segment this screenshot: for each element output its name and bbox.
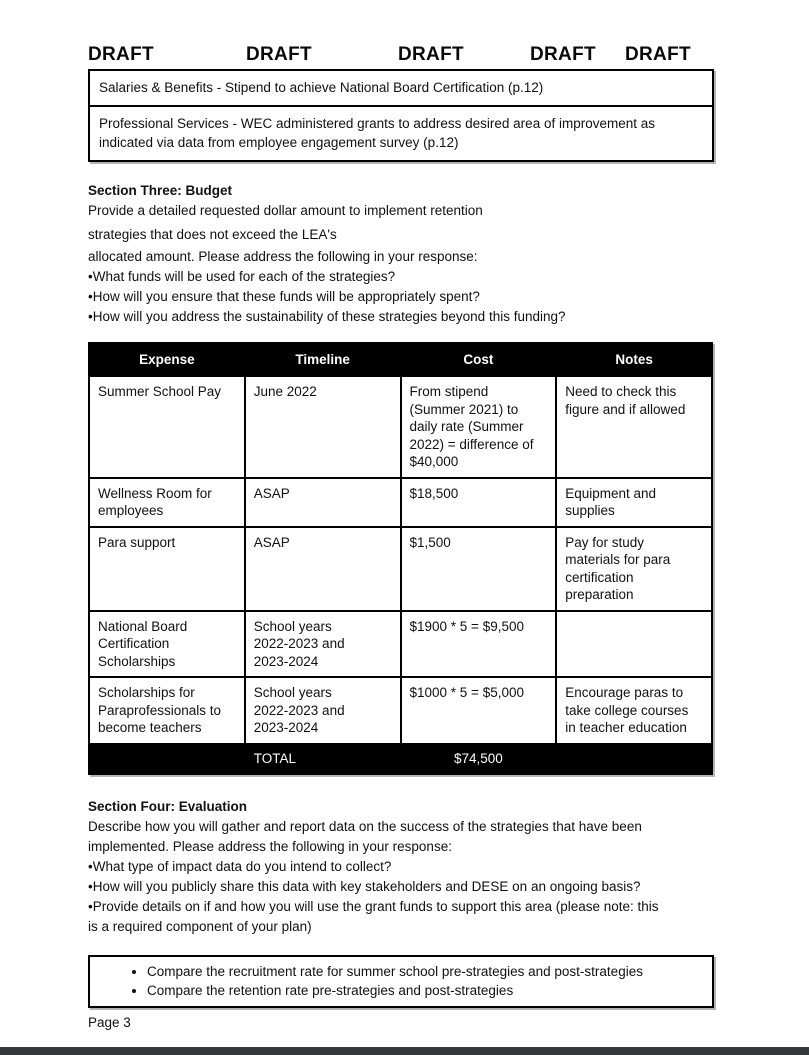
cell-timeline: ASAP — [243, 525, 402, 612]
section-four-line: is a required component of your plan) — [88, 918, 312, 934]
column-header-cost: Cost — [399, 342, 558, 377]
draft-label: DRAFT — [88, 44, 154, 65]
cell-notes: Pay for study materials for para certifi… — [555, 525, 713, 612]
draft-label: DRAFT — [530, 44, 596, 65]
section-four-evaluation: Section Four: Evaluation Describe how yo… — [88, 797, 714, 937]
section-three-bullet: •What funds will be used for each of the… — [88, 269, 396, 284]
strategy-item-salaries-benefits: Salaries & Benefits - Stipend to achieve… — [99, 80, 544, 95]
cell-cost: From stipend (Summer 2021) to daily rate… — [399, 375, 558, 479]
cell-expense: National Board Certification Scholarship… — [88, 609, 246, 678]
column-header-notes: Notes — [555, 342, 713, 377]
section-three-line: strategies that does not exceed the LEA'… — [88, 227, 337, 242]
section-three-budget: Section Three: Budget Provide a detailed… — [88, 181, 714, 327]
draft-watermark-row: DRAFT DRAFT DRAFT DRAFT DRAFT — [88, 44, 714, 66]
table-row: Scholarships for Paraprofessionals to be… — [88, 676, 713, 745]
cell-cost: $1000 * 5 = $5,000 — [399, 676, 558, 745]
cell-timeline: ASAP — [243, 476, 402, 528]
viewer-bottom-bar — [0, 1047, 809, 1055]
total-label: TOTAL — [243, 742, 402, 775]
section-three-line: Provide a detailed requested dollar amou… — [88, 203, 483, 218]
cell-expense: Summer School Pay — [88, 375, 246, 479]
table-row: Para support ASAP $1,500 Pay for study m… — [88, 525, 713, 612]
page-content: DRAFT DRAFT DRAFT DRAFT DRAFT Salaries &… — [88, 0, 714, 1030]
cell-notes: Equipment and supplies — [555, 476, 713, 528]
section-three-heading: Section Three: Budget — [88, 183, 233, 198]
cell-expense: Wellness Room for employees — [88, 476, 246, 528]
cell-notes: Need to check this figure and if allowed — [555, 375, 713, 479]
budget-table: Expense Timeline Cost Notes Summer Schoo… — [88, 342, 713, 775]
cell-notes: Encourage paras to take college courses … — [555, 676, 713, 745]
cell-expense: Para support — [88, 525, 246, 612]
section-three-bullet: •How will you ensure that these funds wi… — [88, 289, 480, 304]
section-three-line: allocated amount. Please address the fol… — [88, 249, 478, 264]
table-row: Wellness Room for employees ASAP $18,500… — [88, 476, 713, 528]
total-row-empty-cell — [88, 742, 246, 775]
strategy-list-table: Salaries & Benefits - Stipend to achieve… — [88, 69, 714, 162]
section-four-heading: Section Four: Evaluation — [88, 798, 248, 814]
total-row-empty-cell — [555, 742, 713, 775]
column-header-expense: Expense — [88, 342, 246, 377]
draft-label: DRAFT — [398, 44, 464, 65]
draft-label: DRAFT — [246, 44, 312, 65]
cell-cost: $1900 * 5 = $9,500 — [399, 609, 558, 678]
cell-cost: $18,500 — [399, 476, 558, 528]
total-value: $74,500 — [399, 742, 558, 775]
budget-table-total-row: TOTAL $74,500 — [88, 742, 713, 775]
cell-timeline: School years 2022-2023 and 2023-2024 — [243, 609, 402, 678]
section-four-line: implemented. Please address the followin… — [88, 838, 452, 854]
cell-notes — [555, 609, 713, 678]
page-number: Page 3 — [88, 1014, 131, 1030]
list-item: Compare the retention rate pre-strategie… — [147, 981, 704, 1000]
cell-timeline: June 2022 — [243, 375, 402, 479]
budget-table-header-row: Expense Timeline Cost Notes — [88, 342, 713, 377]
column-header-timeline: Timeline — [243, 342, 402, 377]
section-three-bullet: •How will you address the sustainability… — [88, 309, 566, 324]
strategy-item-professional-services: Professional Services - WEC administered… — [90, 105, 712, 160]
section-four-bullet: •What type of impact data do you intend … — [88, 858, 392, 874]
evaluation-measures-list: Compare the recruitment rate for summer … — [90, 962, 704, 1000]
cell-expense: Scholarships for Paraprofessionals to be… — [88, 676, 246, 745]
table-row: National Board Certification Scholarship… — [88, 609, 713, 678]
evaluation-measures-box: Compare the recruitment rate for summer … — [88, 954, 714, 1008]
cell-cost: $1,500 — [399, 525, 558, 612]
list-item: Compare the recruitment rate for summer … — [147, 962, 704, 981]
section-four-bullet: •How will you publicly share this data w… — [88, 878, 641, 894]
section-four-bullet: •Provide details on if and how you will … — [88, 898, 659, 914]
cell-timeline: School years 2022-2023 and 2023-2024 — [243, 676, 402, 745]
section-four-line: Describe how you will gather and report … — [88, 818, 642, 834]
draft-label: DRAFT — [625, 44, 691, 65]
table-row: Summer School Pay June 2022 From stipend… — [88, 375, 713, 479]
